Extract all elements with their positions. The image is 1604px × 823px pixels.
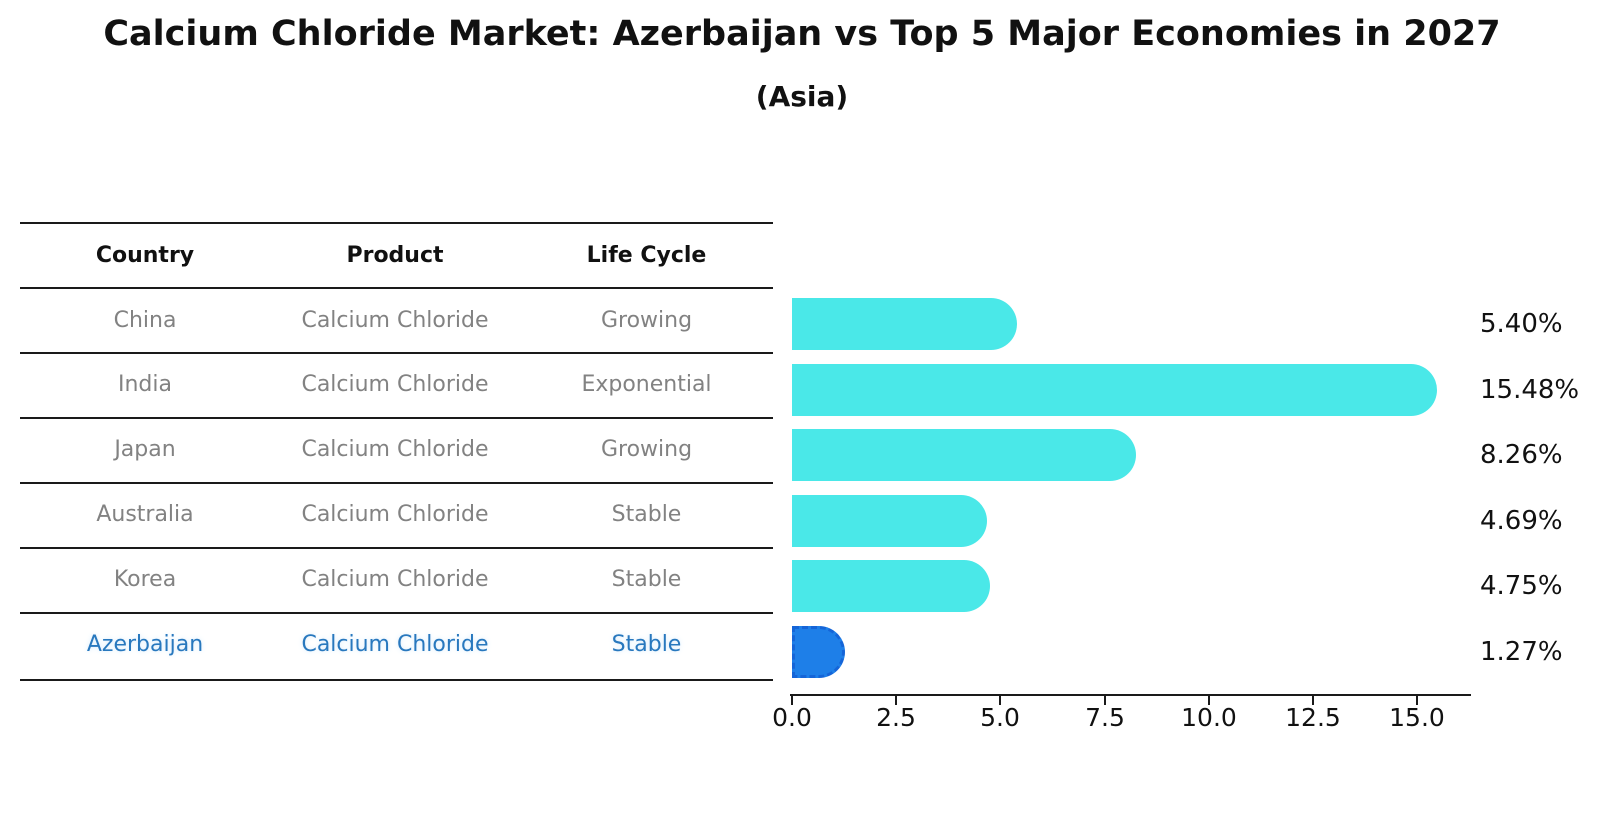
cell-country: Japan [114, 437, 176, 462]
x-tick-mark [999, 696, 1001, 705]
x-tick-label: 15.0 [1389, 703, 1445, 732]
x-tick-label: 7.5 [1085, 703, 1125, 732]
cell-life-cycle: Exponential [581, 372, 712, 397]
x-tick-mark [1416, 696, 1418, 705]
cell-country: China [113, 308, 177, 333]
x-tick-mark [1312, 696, 1314, 705]
bar-china [792, 298, 1017, 350]
cell-life-cycle: Growing [600, 308, 693, 333]
cell-product: Calcium Chloride [301, 567, 489, 592]
cell-life-cycle: Stable [611, 632, 682, 657]
x-tick-mark [895, 696, 897, 705]
table-top-rule [20, 222, 773, 224]
table-row-rule [20, 417, 773, 419]
table-row-rule [20, 612, 773, 614]
table-row-india: India Calcium Chloride Exponential [20, 352, 773, 417]
x-tick-mark [791, 696, 793, 705]
table-row-china: China Calcium Chloride Growing [20, 288, 773, 353]
chart-subtitle: (Asia) [755, 80, 849, 113]
cell-country: India [118, 372, 172, 397]
header-life-cycle: Life Cycle [586, 243, 707, 268]
table-bottom-rule [20, 679, 773, 681]
x-tick-label: 0.0 [772, 703, 812, 732]
cell-product: Calcium Chloride [301, 308, 489, 333]
table-row-rule [20, 547, 773, 549]
x-tick-mark [1104, 696, 1106, 705]
value-label-india: 15.48% [1480, 375, 1580, 405]
cell-country: Korea [113, 567, 177, 592]
bar-japan [792, 429, 1136, 481]
bar-australia [792, 495, 987, 547]
cell-life-cycle: Stable [611, 502, 682, 527]
table-row-rule [20, 352, 773, 354]
x-tick-label: 2.5 [876, 703, 916, 732]
bar-india [792, 364, 1437, 416]
bar-korea [792, 560, 990, 612]
bar-azerbaijan [792, 626, 845, 678]
header-country: Country [95, 243, 195, 268]
cell-country: Azerbaijan [86, 632, 204, 657]
table-row-rule [20, 482, 773, 484]
cell-product: Calcium Chloride [301, 502, 489, 527]
cell-product: Calcium Chloride [301, 632, 489, 657]
value-label-australia: 4.69% [1480, 506, 1563, 536]
x-tick-label: 5.0 [980, 703, 1020, 732]
table-header-rule [20, 287, 773, 289]
table-row-azerbaijan: Azerbaijan Calcium Chloride Stable [20, 612, 773, 677]
cell-product: Calcium Chloride [301, 437, 489, 462]
cell-country: Australia [96, 502, 194, 527]
x-tick-label: 10.0 [1181, 703, 1237, 732]
table-row-korea: Korea Calcium Chloride Stable [20, 547, 773, 612]
x-tick-label: 12.5 [1285, 703, 1341, 732]
table-row-australia: Australia Calcium Chloride Stable [20, 482, 773, 547]
table-header-row: Country Product Life Cycle [20, 223, 773, 288]
cell-product: Calcium Chloride [301, 372, 489, 397]
cell-life-cycle: Growing [600, 437, 693, 462]
value-label-japan: 8.26% [1480, 440, 1563, 470]
chart-title: Calcium Chloride Market: Azerbaijan vs T… [103, 14, 1501, 54]
table-row-japan: Japan Calcium Chloride Growing [20, 417, 773, 482]
x-axis-line [790, 694, 1471, 696]
x-tick-mark [1208, 696, 1210, 705]
value-label-china: 5.40% [1480, 309, 1563, 339]
cell-life-cycle: Stable [611, 567, 682, 592]
header-product: Product [346, 243, 444, 268]
value-label-korea: 4.75% [1480, 571, 1563, 601]
value-label-azerbaijan: 1.27% [1480, 637, 1563, 667]
